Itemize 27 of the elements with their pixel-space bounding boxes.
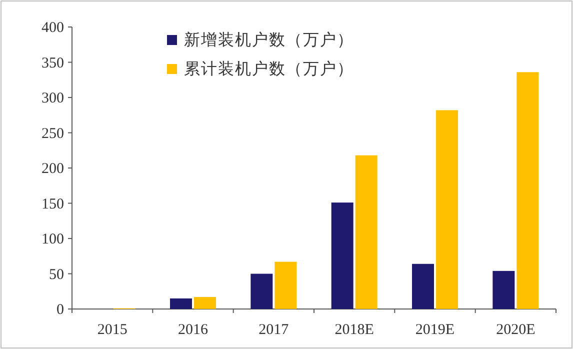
y-tick-label: 100: [42, 232, 64, 248]
bar: [331, 202, 354, 309]
bar: [355, 155, 378, 309]
y-tick-label: 350: [42, 55, 64, 72]
x-tick-label: 2017: [258, 322, 290, 338]
y-tick-label: 200: [42, 161, 64, 177]
x-tick-label: 2018E: [334, 322, 374, 338]
y-tick-label: 150: [42, 196, 64, 212]
y-tick-label: 250: [42, 126, 64, 142]
y-tick-label: 0: [56, 302, 64, 318]
bar: [250, 274, 273, 309]
bar: [274, 262, 297, 309]
x-tick-label: 2016: [178, 322, 208, 338]
legend-label: 新增装机户数（万户）: [184, 31, 354, 49]
y-tick-label: 300: [42, 90, 64, 106]
x-tick-label: 2019E: [415, 322, 455, 338]
x-tick-label: 2015: [97, 322, 128, 338]
bar: [412, 264, 434, 309]
legend-label: 累计装机户数（万户）: [184, 60, 354, 78]
y-tick-label: 400: [42, 20, 64, 36]
bar: [170, 298, 192, 309]
y-tick-label: 50: [49, 266, 64, 283]
x-tick-label: 2020E: [496, 322, 536, 338]
bar: [516, 72, 539, 309]
bar: [492, 270, 515, 309]
bar: [194, 297, 216, 309]
bar: [436, 110, 458, 309]
